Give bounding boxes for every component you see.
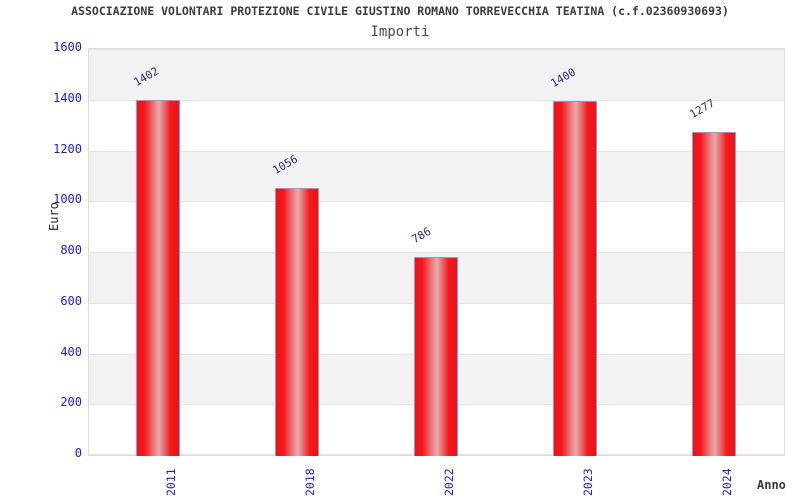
bar-2011[interactable]: [135, 100, 180, 456]
x-tick-label: 2024: [719, 468, 734, 496]
bar-2022[interactable]: [413, 256, 458, 456]
gridline: [89, 201, 784, 203]
chart-subtitle: Importi: [370, 24, 430, 40]
y-tick-label: 1600: [53, 40, 82, 54]
plot-area: [88, 48, 785, 456]
bar-value-label: 1400: [548, 65, 578, 90]
page-title: ASSOCIAZIONE VOLONTARI PROTEZIONE CIVILE…: [71, 4, 729, 18]
bars-layer: 1402 1056 786 1400 1277: [88, 48, 785, 456]
y-tick-label: 200: [60, 395, 82, 410]
gridline: [89, 99, 784, 101]
x-tick-label: 2023: [580, 468, 595, 496]
gridline: [89, 150, 784, 152]
bar-value-label: 1056: [270, 152, 300, 178]
y-axis-ticks: 1600 1400 1200 1000 800 600 400 200 0: [0, 40, 82, 460]
x-axis-ticks: 2011 2018 2022 2023 2024: [88, 462, 785, 502]
bar-value-label: 1277: [687, 96, 717, 121]
y-tick-label: 1000: [53, 192, 82, 207]
y-axis-title: Euro: [47, 202, 61, 231]
y-tick-label: 1200: [53, 141, 82, 156]
bar-2018[interactable]: [274, 188, 319, 456]
gridline: [89, 49, 784, 50]
y-tick-label: 400: [60, 344, 82, 359]
gridline: [89, 252, 784, 253]
y-tick-label: 600: [60, 293, 82, 308]
bar-value-label: 786: [409, 224, 433, 246]
bar-value-label: 1402: [131, 64, 161, 90]
plot-band: [89, 49, 784, 100]
y-tick-label: 0: [74, 446, 82, 460]
x-tick-label: 2022: [441, 468, 456, 496]
plot-band: [89, 150, 784, 202]
x-tick-label: 2011: [163, 468, 178, 496]
bar-2024[interactable]: [691, 131, 736, 456]
y-tick-label: 800: [60, 243, 82, 257]
y-tick-label: 1400: [53, 90, 82, 105]
x-tick-label: 2018: [302, 468, 317, 496]
bar-2023[interactable]: [552, 100, 597, 456]
x-axis-title: Anno: [757, 478, 786, 492]
